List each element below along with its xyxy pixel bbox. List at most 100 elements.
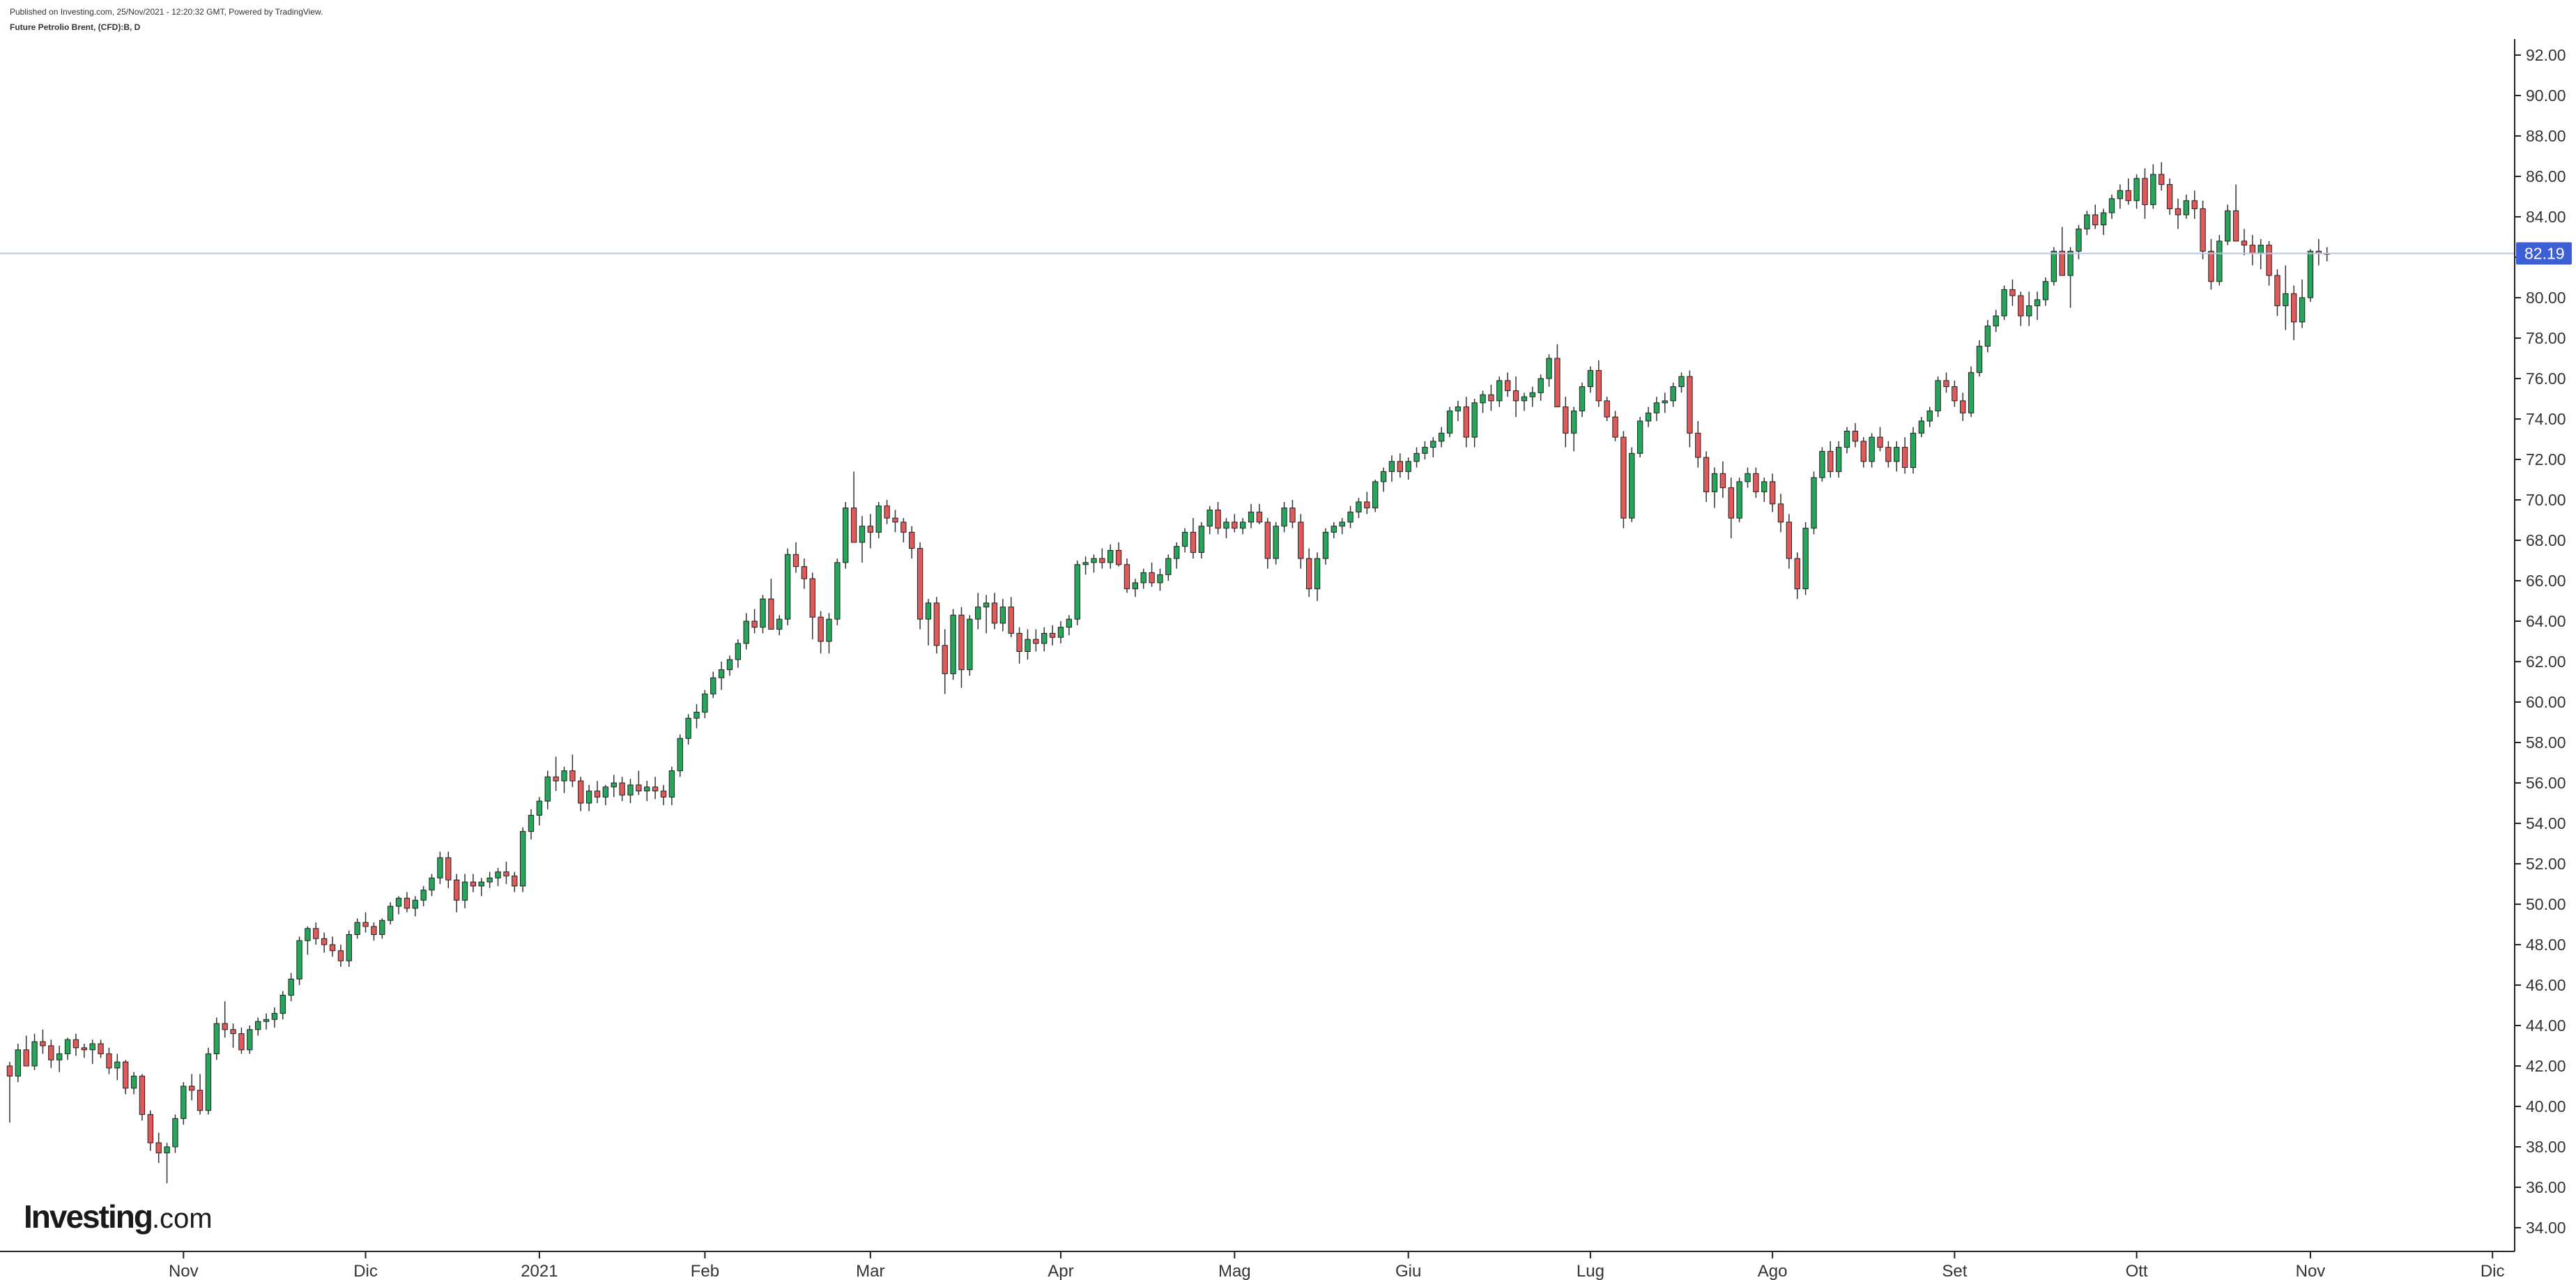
x-tick-label: Feb bbox=[691, 1262, 719, 1280]
candle-body-down bbox=[569, 770, 576, 782]
y-tick-label: 56.00 bbox=[2526, 774, 2566, 792]
candle bbox=[2092, 204, 2099, 229]
candle bbox=[321, 932, 328, 953]
candle bbox=[1943, 372, 1949, 393]
y-tick-label: 64.00 bbox=[2526, 612, 2566, 630]
y-tick-label: 42.00 bbox=[2526, 1057, 2566, 1075]
y-tick-label: 34.00 bbox=[2526, 1219, 2566, 1237]
candle-body-up bbox=[395, 897, 402, 907]
y-tick-label: 70.00 bbox=[2526, 491, 2566, 509]
candle bbox=[1480, 390, 1486, 413]
candle bbox=[991, 593, 998, 630]
candle bbox=[1935, 376, 1941, 418]
candle bbox=[594, 781, 601, 803]
candle-body-up bbox=[1894, 447, 1900, 462]
candle-body-up bbox=[205, 1053, 212, 1111]
candle-body-up bbox=[2283, 293, 2289, 307]
candle bbox=[362, 912, 369, 933]
candle-body-down bbox=[2208, 250, 2214, 282]
candle bbox=[478, 878, 484, 897]
last-price-badge-box bbox=[2516, 242, 2572, 265]
candle-body-down bbox=[1604, 400, 1610, 418]
candle-body-down bbox=[2200, 208, 2206, 252]
candle-body-down bbox=[238, 1033, 245, 1051]
candle-body-down bbox=[329, 944, 336, 952]
candle bbox=[1232, 514, 1238, 533]
candle bbox=[2150, 164, 2156, 209]
candle-body-up bbox=[1181, 531, 1188, 547]
candle bbox=[850, 471, 857, 543]
candle-body-up bbox=[1926, 410, 1933, 422]
candle bbox=[114, 1053, 121, 1081]
candle bbox=[1612, 411, 1618, 441]
y-tick-label: 84.00 bbox=[2526, 208, 2566, 226]
candle bbox=[346, 930, 352, 967]
y-tick-label: 92.00 bbox=[2526, 46, 2566, 64]
candle-body-up bbox=[114, 1061, 121, 1069]
candle bbox=[1670, 382, 1676, 407]
candle-body-down bbox=[1852, 430, 1859, 442]
candle-body-up bbox=[1761, 481, 1768, 492]
candle-body-down bbox=[768, 598, 774, 630]
candle-body-down bbox=[1099, 558, 1105, 563]
candle-body-up bbox=[718, 669, 725, 678]
candle-body-up bbox=[354, 922, 360, 935]
candle-body-up bbox=[2050, 250, 2057, 282]
candle-body-down bbox=[1149, 572, 1155, 584]
candle-body-up bbox=[31, 1041, 38, 1067]
candle-body-up bbox=[288, 978, 294, 996]
candle bbox=[1140, 568, 1147, 589]
candle-body-up bbox=[1082, 562, 1089, 565]
candle bbox=[2067, 247, 2073, 308]
candle bbox=[2001, 285, 2007, 320]
candle-body-down bbox=[106, 1053, 112, 1069]
candle bbox=[1918, 417, 1925, 438]
candle bbox=[313, 922, 319, 945]
candle bbox=[726, 655, 733, 676]
y-tick-label: 74.00 bbox=[2526, 410, 2566, 428]
candle bbox=[1504, 372, 1511, 397]
candle-body-down bbox=[818, 616, 824, 642]
x-tick-label: 2021 bbox=[521, 1262, 558, 1280]
candle bbox=[2034, 291, 2041, 320]
candle-body-down bbox=[1695, 432, 1701, 458]
last-price-label: 82.19 bbox=[2524, 244, 2565, 262]
candle-body-down bbox=[1612, 416, 1618, 438]
candle-body-down bbox=[2009, 289, 2016, 296]
candle bbox=[875, 501, 882, 539]
candle-body-up bbox=[254, 1021, 261, 1030]
candle-body-down bbox=[23, 1049, 29, 1067]
candle-body-down bbox=[1703, 457, 1710, 492]
candle bbox=[1339, 518, 1345, 535]
candle-body-down bbox=[1719, 473, 1726, 489]
candle bbox=[1546, 354, 1552, 387]
y-tick-label: 80.00 bbox=[2526, 289, 2566, 307]
candle-body-up bbox=[776, 618, 783, 630]
y-tick-label: 62.00 bbox=[2526, 653, 2566, 671]
candle bbox=[279, 991, 286, 1020]
candle bbox=[1298, 514, 1304, 569]
candle bbox=[2216, 235, 2223, 286]
candle bbox=[130, 1072, 137, 1095]
candle bbox=[1745, 467, 1751, 488]
candle bbox=[1703, 451, 1710, 502]
candle-body-up bbox=[478, 881, 484, 887]
candle bbox=[1057, 621, 1064, 643]
candle bbox=[1968, 366, 1975, 418]
x-tick-label: Lug bbox=[1577, 1262, 1604, 1280]
candle-body-down bbox=[1049, 632, 1056, 638]
candle-body-up bbox=[2183, 200, 2190, 215]
candle-body-down bbox=[1860, 441, 1866, 462]
candle-body-down bbox=[1769, 481, 1776, 505]
candle-body-up bbox=[305, 928, 311, 941]
y-tick-label: 50.00 bbox=[2526, 895, 2566, 913]
candle bbox=[1190, 518, 1197, 559]
candle-body-down bbox=[321, 938, 328, 945]
candle-body-up bbox=[1025, 639, 1031, 652]
candle-body-up bbox=[2307, 250, 2314, 298]
candle bbox=[1347, 505, 1354, 528]
candle-body-up bbox=[2150, 174, 2156, 206]
candle-body-up bbox=[2216, 241, 2223, 282]
candle bbox=[2315, 238, 2322, 266]
